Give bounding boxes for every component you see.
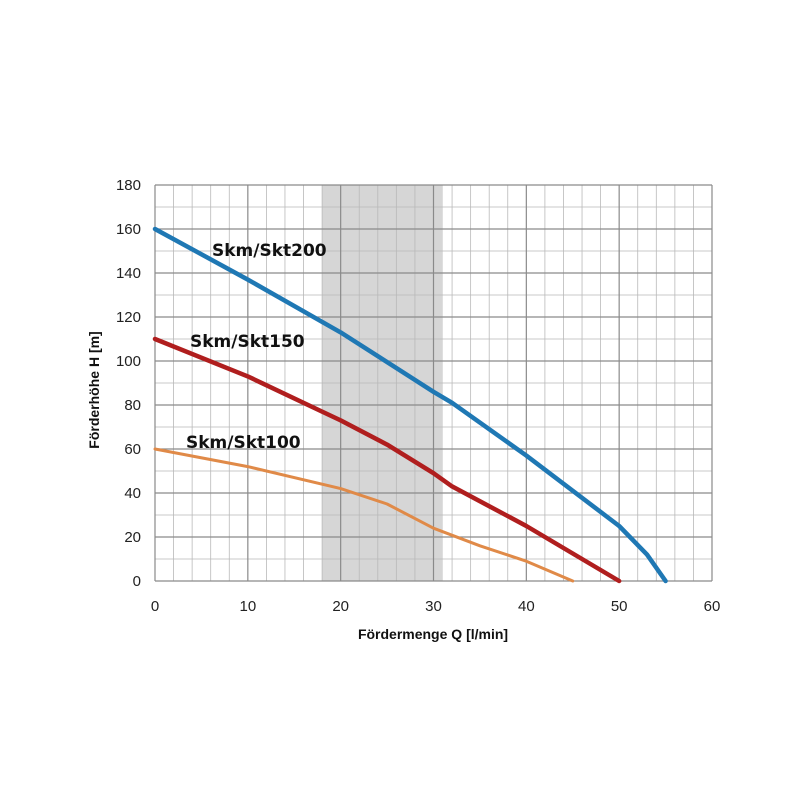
series-line-skm-skt150 bbox=[152, 336, 622, 584]
y-tick-label: 140 bbox=[116, 265, 141, 282]
series-line-skm-skt200 bbox=[152, 226, 668, 584]
y-tick-label: 20 bbox=[124, 529, 141, 546]
y-tick-label: 40 bbox=[124, 485, 141, 502]
y-tick-label: 120 bbox=[116, 309, 141, 326]
y-axis-title: Förderhöhe H [m] bbox=[86, 331, 102, 448]
x-tick-label: 50 bbox=[611, 598, 628, 615]
y-tick-label: 80 bbox=[124, 397, 141, 414]
x-tick-label: 10 bbox=[239, 598, 256, 615]
series-labels: Skm/Skt200 Skm/Skt150 Skm/Skt100 bbox=[186, 241, 327, 453]
series-line-skm-skt100 bbox=[153, 447, 575, 583]
series-lines bbox=[152, 226, 668, 584]
x-tick-label: 0 bbox=[151, 598, 159, 615]
series-label-skt150: Skm/Skt150 bbox=[190, 332, 305, 352]
y-tick-label: 0 bbox=[133, 573, 141, 590]
x-tick-label: 40 bbox=[518, 598, 535, 615]
y-tick-labels: 0 20 40 60 80 100 120 140 160 180 bbox=[116, 177, 141, 590]
x-axis-title: Fördermenge Q [l/min] bbox=[358, 626, 508, 642]
y-tick-label: 60 bbox=[124, 441, 141, 458]
series-label-skt200: Skm/Skt200 bbox=[212, 241, 327, 261]
x-tick-label: 20 bbox=[332, 598, 349, 615]
y-tick-label: 160 bbox=[116, 221, 141, 238]
y-tick-label: 180 bbox=[116, 177, 141, 194]
y-tick-label: 100 bbox=[116, 353, 141, 370]
x-tick-label: 30 bbox=[425, 598, 442, 615]
x-tick-label: 60 bbox=[704, 598, 721, 615]
series-label-skt100: Skm/Skt100 bbox=[186, 433, 301, 453]
x-tick-labels: 0 10 20 30 40 50 60 bbox=[151, 598, 721, 615]
